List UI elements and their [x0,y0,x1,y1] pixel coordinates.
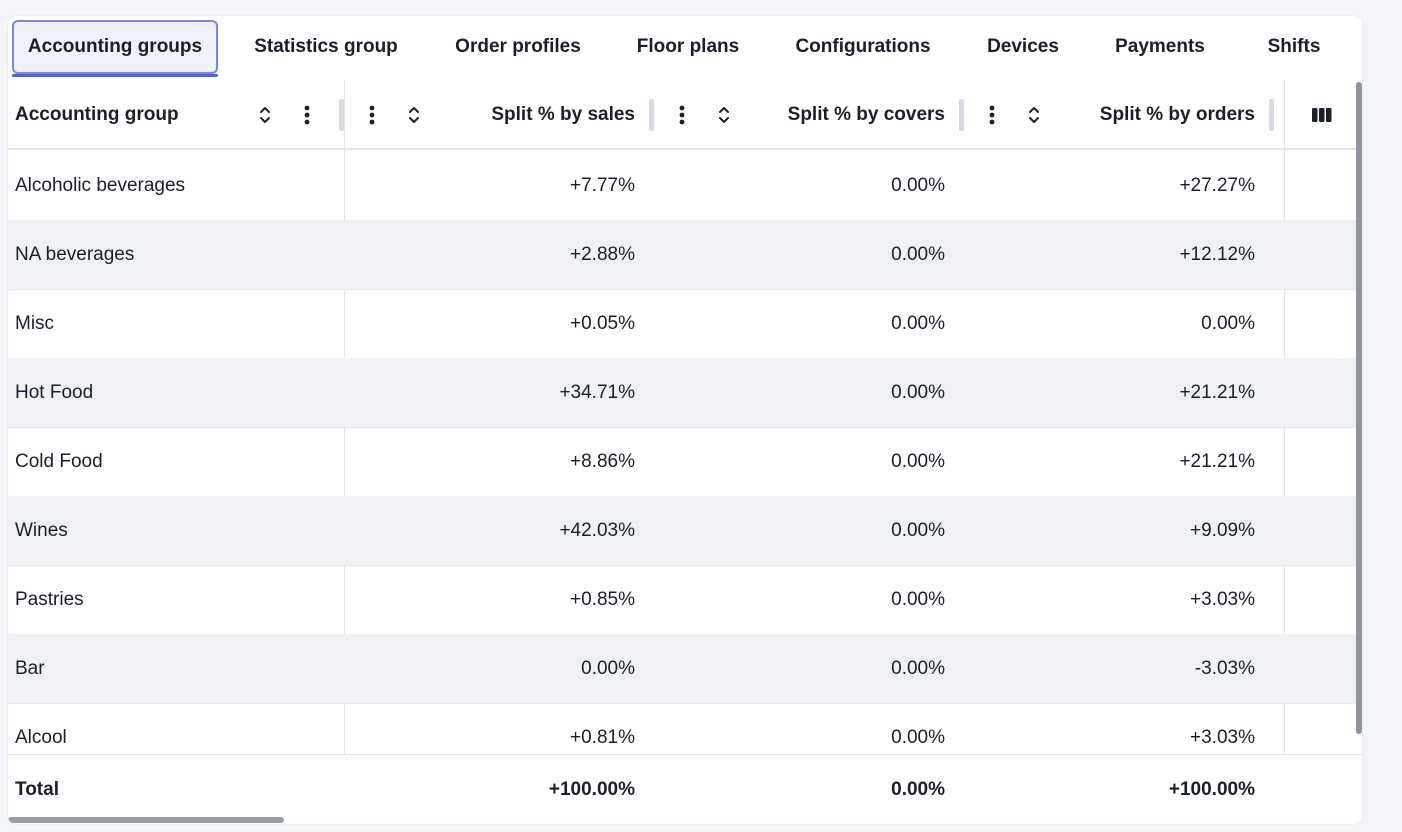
active-tab-indicator [12,74,218,77]
cell-total-split-orders: +100.00% [1168,779,1255,800]
cell-split-sales: +34.71% [559,382,635,403]
cell-split-covers: 0.00% [891,727,945,748]
cell-split-orders: +21.21% [1179,382,1255,403]
table-row[interactable]: Hot Food +34.71% 0.00% +21.21% [8,358,1362,428]
cell-split-orders: +9.09% [1190,520,1255,541]
accounting-groups-table: Accounting group Split % by sales [8,80,1362,824]
cell-split-orders: -3.03% [1194,658,1255,679]
cell-split-covers: 0.00% [891,244,945,265]
column-resize-handle[interactable] [1269,99,1274,131]
cell-accounting-group: Wines [15,520,68,541]
cell-split-covers: 0.00% [891,451,945,472]
table-row[interactable]: NA beverages +2.88% 0.00% +12.12% [8,220,1362,290]
cell-accounting-group: Misc [15,313,55,334]
columns-icon[interactable] [1310,102,1334,128]
table-row[interactable]: Alcool +0.81% 0.00% +3.03% [8,703,1362,754]
column-header-accounting-group[interactable]: Accounting group [15,104,179,125]
table-row[interactable]: Alcoholic beverages +7.77% 0.00% +27.27% [8,151,1362,221]
cell-split-sales: +0.85% [570,589,635,610]
sort-icon[interactable] [253,102,277,128]
column-resize-handle[interactable] [959,99,964,131]
cell-split-covers: 0.00% [891,520,945,541]
tab-order-profiles[interactable]: Order profiles [455,36,581,57]
tab-devices[interactable]: Devices [987,36,1059,57]
cell-accounting-group: Alcoholic beverages [15,175,186,196]
tab-bar: Accounting groups Statistics group Order… [8,16,1362,78]
cell-split-orders: +21.21% [1179,451,1255,472]
cell-split-orders: +27.27% [1179,175,1255,196]
column-divider [1284,80,1285,824]
table-row[interactable]: Misc +0.05% 0.00% 0.00% [8,289,1362,359]
cell-split-sales: +2.88% [570,244,635,265]
cell-split-covers: 0.00% [891,589,945,610]
cell-split-sales: +0.05% [570,313,635,334]
cell-split-sales: +42.03% [559,520,635,541]
column-menu-icon[interactable] [360,102,384,128]
cell-split-orders: +3.03% [1190,589,1255,610]
column-header-split-covers[interactable]: Split % by covers [787,104,945,125]
cell-accounting-group: Bar [15,658,45,679]
tab-floor-plans[interactable]: Floor plans [636,36,740,57]
cell-accounting-group: Cold Food [15,451,103,472]
tab-payments[interactable]: Payments [1115,36,1205,57]
tab-statistics-group[interactable]: Statistics group [254,36,398,57]
column-resize-handle[interactable] [339,99,344,131]
cell-total-label: Total [15,779,59,800]
cell-split-covers: 0.00% [891,658,945,679]
cell-total-split-sales: +100.00% [548,779,635,800]
tab-configurations[interactable]: Configurations [795,36,931,57]
table-row[interactable]: Bar 0.00% 0.00% -3.03% [8,634,1362,704]
cell-split-sales: 0.00% [581,658,635,679]
column-divider [344,80,345,824]
cell-split-covers: 0.00% [891,313,945,334]
cell-split-sales: +0.81% [570,727,635,748]
cell-accounting-group: Pastries [15,589,84,610]
cell-split-sales: +8.86% [570,451,635,472]
cell-split-covers: 0.00% [891,382,945,403]
sort-icon[interactable] [402,102,426,128]
column-menu-icon[interactable] [670,102,694,128]
cell-split-orders: +12.12% [1179,244,1255,265]
table-body: Alcoholic beverages +7.77% 0.00% +27.27%… [8,151,1362,754]
column-menu-icon[interactable] [295,102,319,128]
column-menu-icon[interactable] [980,102,1004,128]
cell-split-sales: +7.77% [570,175,635,196]
sort-icon[interactable] [1022,102,1046,128]
table-footer-total-row: Total +100.00% 0.00% +100.00% [8,754,1362,824]
table-row[interactable]: Cold Food +8.86% 0.00% +21.21% [8,427,1362,497]
vertical-scrollbar[interactable] [1356,82,1362,734]
cell-total-split-covers: 0.00% [891,779,945,800]
column-resize-handle[interactable] [649,99,654,131]
cell-accounting-group: Alcool [15,727,67,748]
table-row[interactable]: Wines +42.03% 0.00% +9.09% [8,496,1362,566]
column-header-split-orders[interactable]: Split % by orders [1099,104,1255,125]
cell-accounting-group: NA beverages [15,244,135,265]
sort-icon[interactable] [712,102,736,128]
main-card: Accounting groups Statistics group Order… [8,16,1362,824]
cell-split-orders: +3.03% [1190,727,1255,748]
table-header-row: Accounting group Split % by sales [8,80,1362,150]
table-row[interactable]: Pastries +0.85% 0.00% +3.03% [8,565,1362,635]
tab-accounting-groups[interactable]: Accounting groups [12,20,218,74]
horizontal-scrollbar[interactable] [8,817,284,823]
cell-split-covers: 0.00% [891,175,945,196]
tab-shifts[interactable]: Shifts [1267,36,1321,57]
cell-split-orders: 0.00% [1201,313,1255,334]
column-header-split-sales[interactable]: Split % by sales [491,104,635,125]
cell-accounting-group: Hot Food [15,382,94,403]
